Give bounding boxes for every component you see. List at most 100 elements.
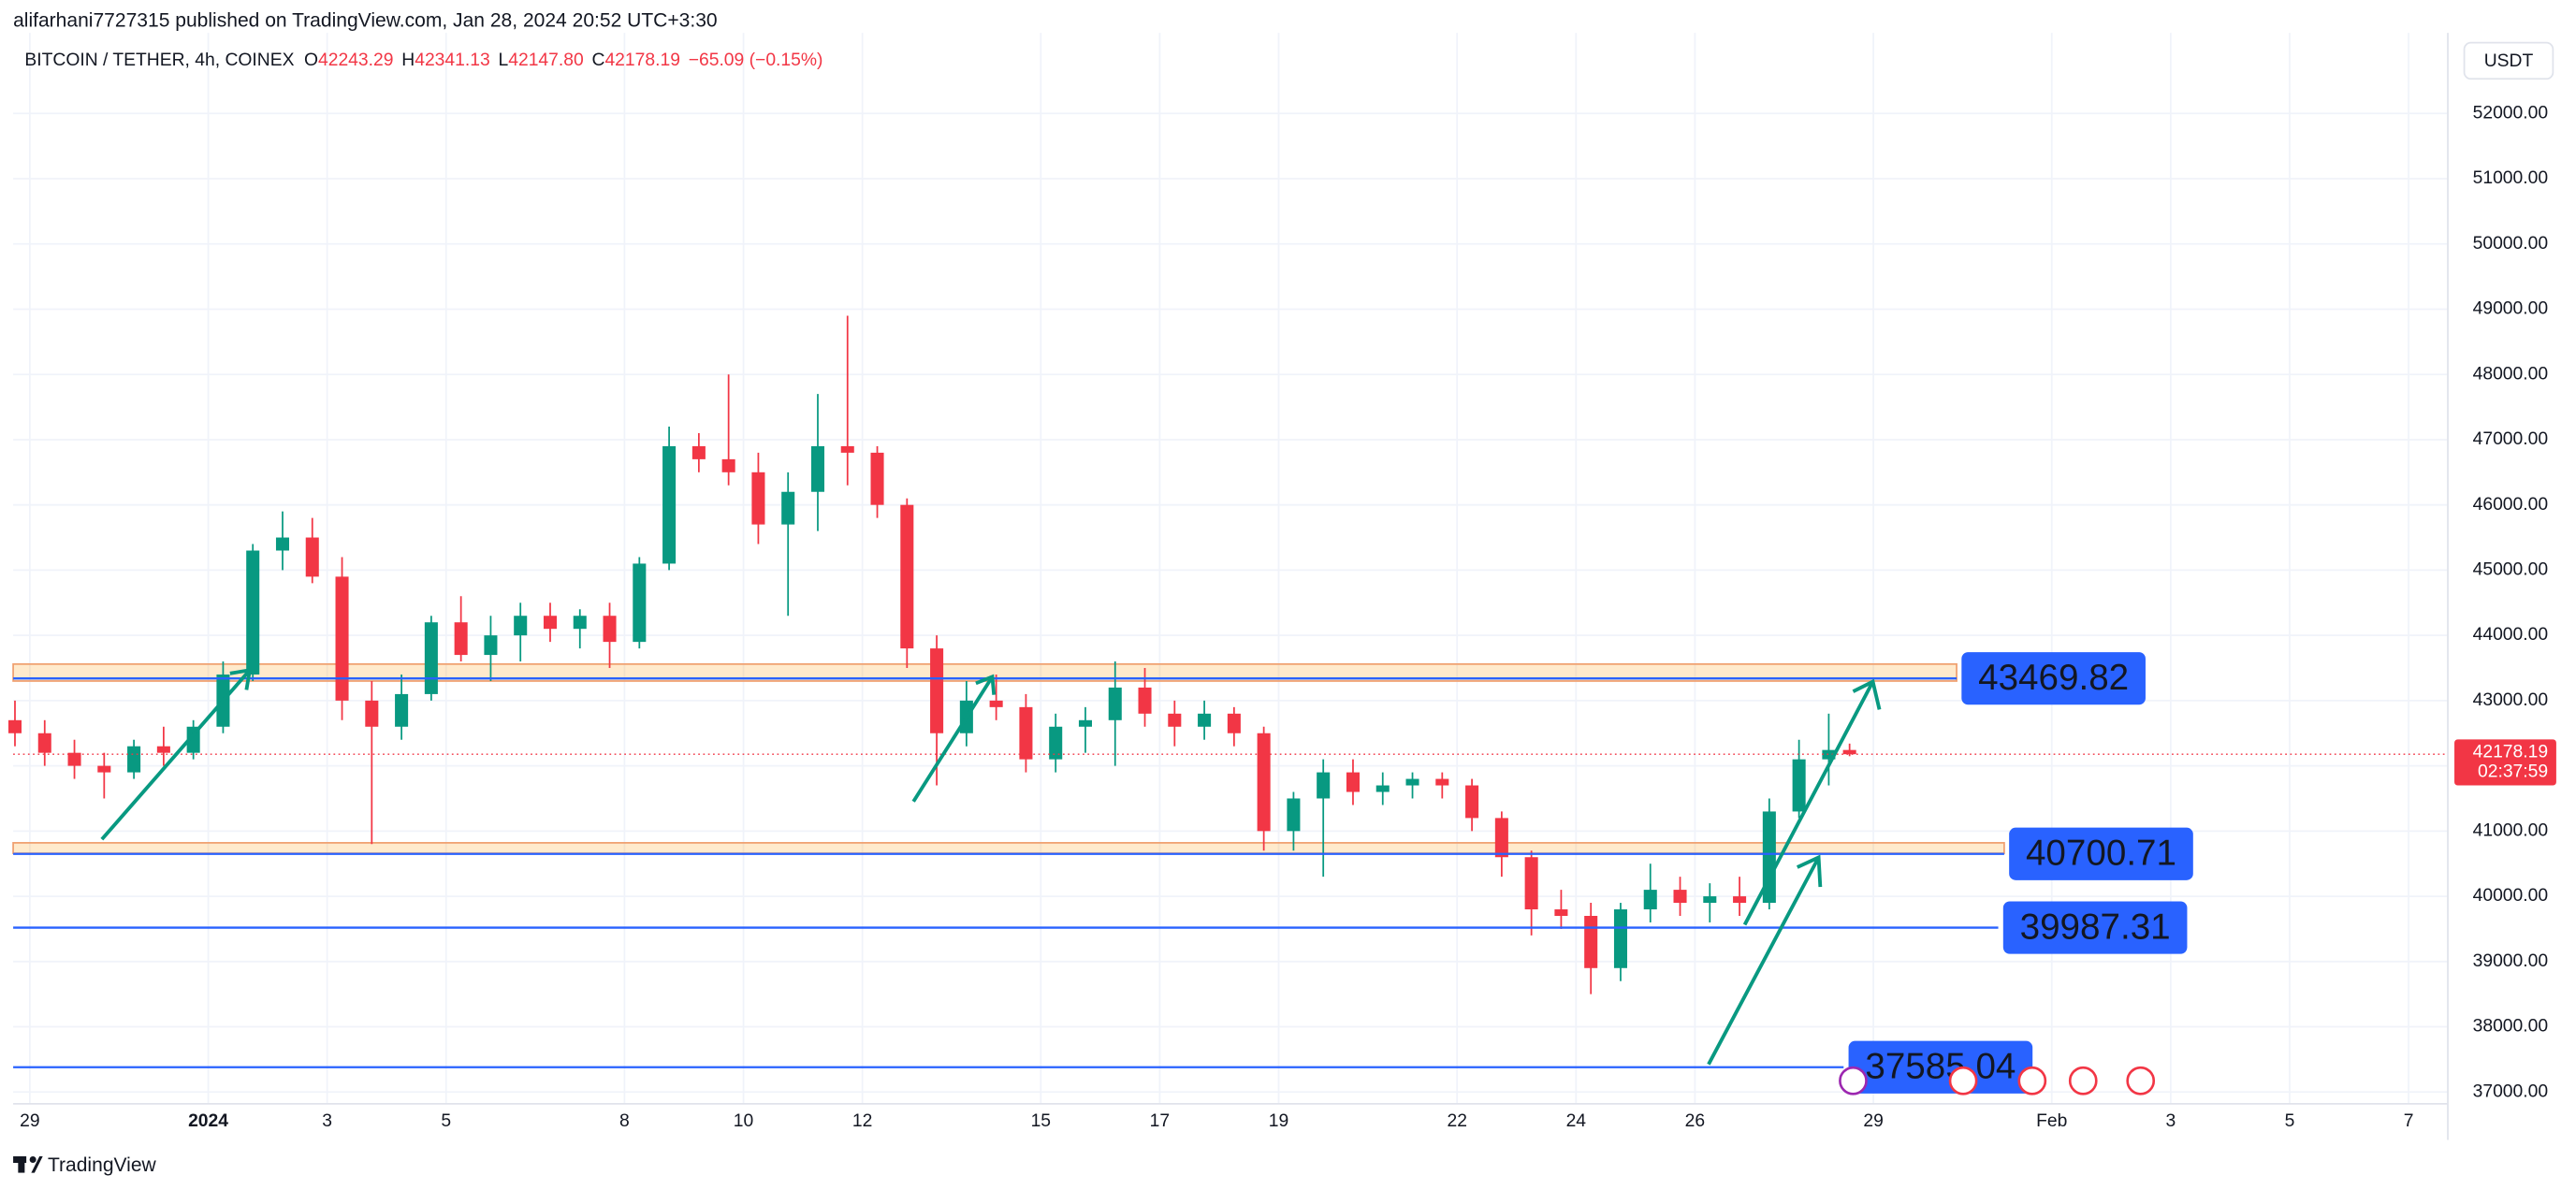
candles — [7, 315, 1856, 994]
x-tick-label: 5 — [441, 1111, 451, 1131]
event-icon[interactable] — [1839, 1066, 1868, 1096]
candle-body — [1108, 687, 1122, 720]
candle-body — [1405, 778, 1419, 786]
event-icon[interactable] — [2017, 1066, 2047, 1096]
logo — [13, 1156, 43, 1173]
y-tick-label: 41000.00 — [2473, 820, 2549, 840]
x-tick-label: 7 — [2404, 1111, 2414, 1131]
candle-body — [275, 537, 290, 551]
candle-body — [662, 445, 677, 564]
x-tick-label: 15 — [1031, 1111, 1051, 1131]
x-tick-label: 24 — [1566, 1111, 1587, 1131]
candle-body — [543, 616, 558, 630]
candle-body — [1822, 749, 1836, 760]
candle-body — [810, 445, 825, 492]
x-tick-label: 8 — [619, 1111, 630, 1131]
ohlc-value: 42243.29 — [318, 51, 394, 70]
y-tick-label: 52000.00 — [2473, 103, 2549, 123]
level-label-box — [2002, 901, 2188, 954]
event-icon[interactable] — [1948, 1066, 1978, 1096]
y-tick-label: 47000.00 — [2473, 429, 2549, 449]
candle-body — [1435, 778, 1449, 786]
x-tick-label: 3 — [322, 1111, 332, 1131]
y-tick-label: 50000.00 — [2473, 234, 2549, 254]
arrows — [100, 667, 1882, 1066]
level-label: 39987.31 — [2020, 907, 2171, 948]
arrow — [911, 674, 997, 803]
candle-body — [1227, 713, 1241, 733]
candle-body — [97, 765, 111, 773]
x-tick-label: 5 — [2285, 1111, 2295, 1131]
y-tick-label: 44000.00 — [2473, 625, 2549, 645]
level-label: 40700.71 — [2026, 834, 2176, 874]
change: −65.09 (−0.15%) — [689, 51, 823, 70]
y-tick-label: 43000.00 — [2473, 690, 2549, 710]
candle-body — [1733, 896, 1747, 904]
x-tick-label: 10 — [734, 1111, 753, 1131]
candle-body — [1465, 785, 1479, 819]
candle-body — [1375, 785, 1390, 792]
ohlc-value: 42341.13 — [415, 51, 490, 70]
candle-body — [1168, 713, 1182, 727]
x-tick-label: 26 — [1685, 1111, 1705, 1131]
symbol: BITCOIN / TETHER, 4h, COINEX — [24, 51, 294, 70]
logo-mark — [31, 1156, 43, 1173]
candle-body — [751, 472, 765, 525]
candle-body — [37, 733, 51, 753]
candle-body — [484, 635, 498, 656]
arrow — [100, 667, 253, 841]
candle-body — [1019, 706, 1033, 760]
last-price-label: 42178.19 — [2473, 743, 2549, 762]
x-tick-label: 29 — [20, 1111, 39, 1131]
candle-body — [424, 622, 438, 694]
candle-body — [633, 563, 647, 643]
candle-body — [840, 445, 854, 453]
candle-body — [305, 537, 319, 577]
candle-body — [127, 746, 141, 773]
x-tick-label: 17 — [1150, 1111, 1170, 1131]
publisher-line: alifarhani7727315 published on TradingVi… — [13, 9, 718, 31]
candle-body — [1762, 811, 1776, 904]
candle-body — [514, 616, 528, 636]
candle-body — [900, 504, 914, 649]
y-tick-label: 46000.00 — [2473, 495, 2549, 515]
logo-mark — [29, 1156, 36, 1164]
x-tick-label: 22 — [1447, 1111, 1466, 1131]
candle-body — [1792, 759, 1806, 812]
event-icon[interactable] — [2126, 1066, 2156, 1096]
candle-body — [246, 550, 260, 675]
candle-body — [870, 452, 884, 505]
level-label-box — [2009, 827, 2193, 880]
candle-body — [1257, 733, 1271, 832]
candle-body — [603, 616, 617, 643]
x-tick-label: Feb — [2036, 1111, 2067, 1131]
candle-body — [395, 693, 409, 727]
x-tick-label: 19 — [1269, 1111, 1288, 1131]
brand: TradingView — [48, 1154, 157, 1176]
level-label-box — [1848, 1040, 2033, 1094]
level-label: 37585.04 — [1865, 1047, 2016, 1087]
x-tick-label: 12 — [852, 1111, 872, 1131]
arrow — [1707, 854, 1823, 1066]
zone — [12, 842, 2005, 854]
currency-button[interactable] — [2463, 41, 2554, 80]
x-tick-label: 3 — [2165, 1111, 2176, 1131]
event-icon[interactable] — [2068, 1066, 2098, 1096]
ohlc-key: H — [401, 51, 415, 70]
ohlc-value: 42147.80 — [508, 51, 584, 70]
y-tick-label: 45000.00 — [2473, 560, 2549, 580]
level-label-box — [1961, 652, 2146, 705]
candle-body — [691, 445, 706, 459]
zones — [12, 662, 2005, 854]
candle-body — [721, 458, 735, 472]
countdown: 02:37:59 — [2478, 762, 2548, 782]
candle-body — [781, 491, 795, 525]
x-tick-label: 29 — [1863, 1111, 1883, 1131]
candle-body — [1317, 772, 1331, 799]
axes: 37000.00 38000.00 39000.00 40000.00 41000.00… — [20, 103, 2556, 1131]
candle-body — [1554, 909, 1568, 916]
y-tick-label: 37000.00 — [2473, 1081, 2549, 1101]
grid — [13, 33, 2449, 1104]
last-price-tag — [2454, 739, 2556, 786]
